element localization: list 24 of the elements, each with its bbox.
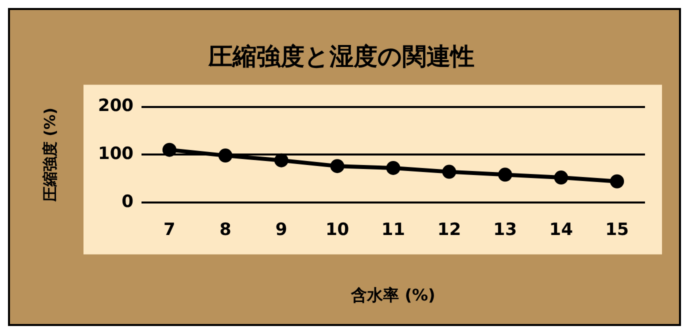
- point: [498, 168, 512, 182]
- x-tick-label: 10: [325, 220, 350, 240]
- x-tick-label: 12: [437, 220, 462, 240]
- x-tick-label: 7: [164, 220, 176, 240]
- x-tick-label: 9: [275, 220, 288, 240]
- point: [274, 153, 288, 168]
- x-tick-label: 14: [549, 220, 574, 240]
- x-tick-label: 8: [219, 220, 232, 240]
- y-tick-label: 0: [122, 192, 134, 212]
- y-tick-label: 200: [98, 96, 134, 116]
- point: [330, 159, 344, 174]
- point: [554, 170, 568, 185]
- y-tick-label: 100: [98, 144, 134, 164]
- x-tick-label: 13: [493, 220, 517, 240]
- point: [442, 164, 456, 179]
- point: [218, 148, 232, 163]
- point: [162, 142, 176, 157]
- x-axis-title: 含水率 (%): [350, 286, 436, 305]
- chart-title: 圧縮強度と湿度の関連性: [208, 42, 474, 71]
- y-axis-title: 圧縮強度 (%): [40, 108, 59, 203]
- x-tick-label: 11: [381, 220, 406, 240]
- x-tick-label: 15: [605, 220, 629, 240]
- point: [610, 174, 624, 188]
- point: [386, 160, 400, 175]
